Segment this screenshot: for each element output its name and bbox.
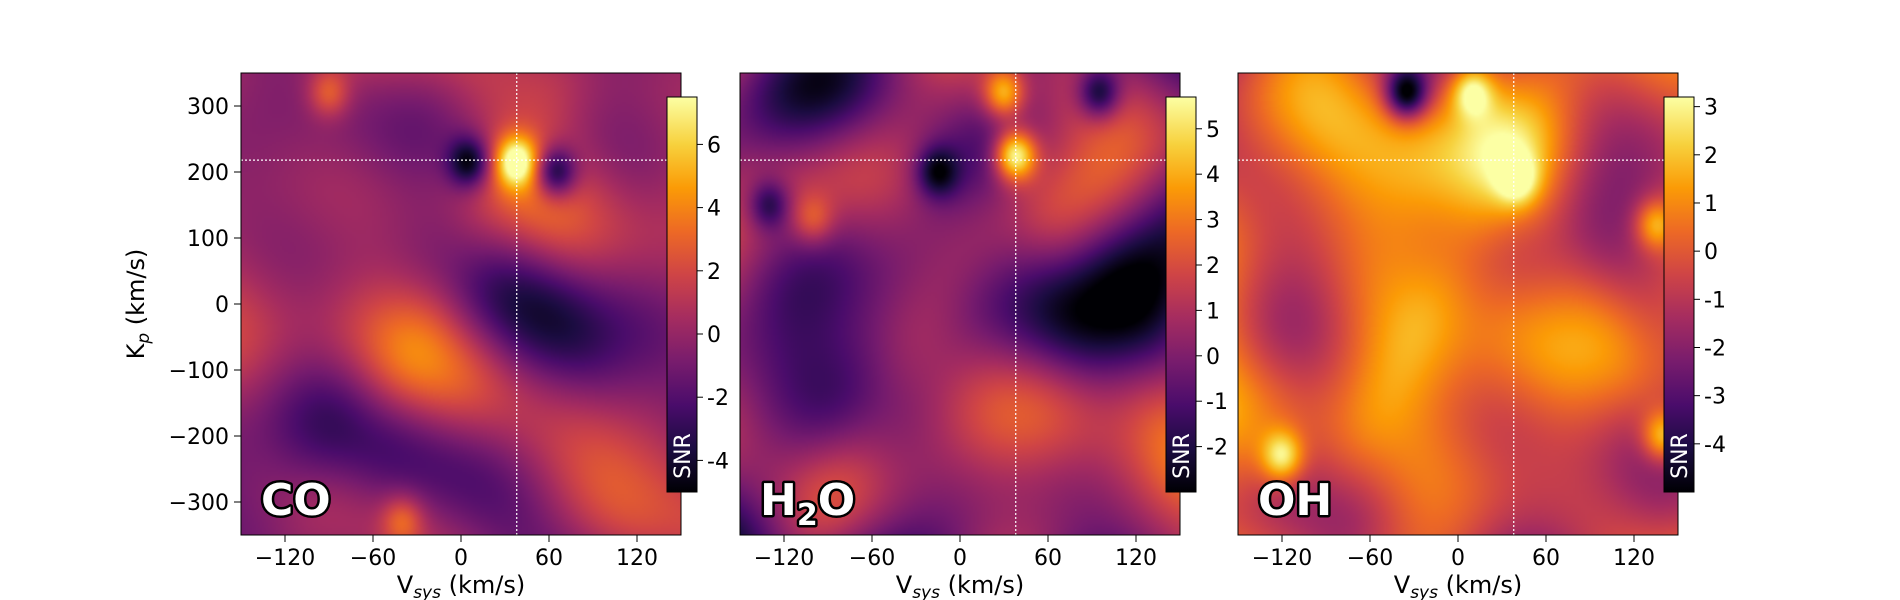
colorbar	[1165, 96, 1197, 493]
colorbar-tick-label: -4	[1704, 433, 1726, 458]
colorbar-tick-label: 4	[707, 197, 721, 222]
x-tick-label: −60	[1347, 546, 1393, 571]
x-axis-label-sub: sys	[1410, 583, 1438, 600]
x-tick-label: 120	[1115, 546, 1157, 571]
species-label-part: OH	[1258, 475, 1332, 526]
colorbar-tick-label: -2	[1206, 436, 1228, 461]
colorbar-tick-label: 0	[707, 323, 721, 348]
heatmap-image	[1238, 73, 1678, 535]
colorbar-tick-label: 4	[1206, 163, 1220, 188]
species-label: H2O	[760, 475, 855, 533]
heatmap-image	[740, 73, 1180, 535]
colorbar-tick-label: 2	[1704, 144, 1718, 169]
x-tick-label: −120	[754, 546, 814, 571]
x-axis-label: Vsys (km/s)	[397, 571, 525, 600]
x-tick-label: −120	[255, 546, 315, 571]
colorbar-tick-label: 0	[1206, 345, 1220, 370]
x-tick-label: 60	[535, 546, 563, 571]
y-tick-label: −300	[169, 491, 229, 516]
y-axis-label-sub: p	[134, 333, 154, 345]
x-axis-label: Vsys (km/s)	[896, 571, 1024, 600]
y-tick-label: 0	[215, 293, 229, 318]
species-label-part: CO	[261, 475, 331, 526]
heatmap-image	[241, 73, 681, 535]
x-tick-label: 60	[1034, 546, 1062, 571]
colorbar-tick-label: 2	[707, 260, 721, 285]
x-axis-label-main: V	[896, 571, 913, 599]
species-label: CO	[261, 475, 331, 526]
colorbar-tick-label: -1	[1206, 390, 1228, 415]
x-axis-label-sub: sys	[413, 583, 441, 600]
y-axis-label-main: K	[122, 342, 150, 359]
species-label-part: 2	[797, 498, 818, 533]
y-tick-label: 300	[187, 95, 229, 120]
colorbar-tick-label: -4	[707, 449, 729, 474]
species-label-part: O	[818, 475, 855, 526]
y-axis-label: Kp (km/s)	[122, 249, 154, 360]
colorbar-tick-label: 1	[1704, 192, 1718, 217]
y-tick-label: −200	[169, 425, 229, 450]
x-tick-label: −60	[350, 546, 396, 571]
colorbar	[1663, 96, 1695, 493]
colorbar-tick-label: -2	[707, 386, 729, 411]
x-axis-label-unit: (km/s)	[441, 571, 525, 599]
colorbar-tick-label: -1	[1704, 288, 1726, 313]
x-tick-label: 0	[1451, 546, 1465, 571]
x-axis-label-unit: (km/s)	[940, 571, 1024, 599]
colorbar-tick-label: -3	[1704, 385, 1726, 410]
species-label: OH	[1258, 475, 1332, 526]
y-tick-label: 200	[187, 161, 229, 186]
x-tick-label: 0	[454, 546, 468, 571]
x-axis-label: Vsys (km/s)	[1394, 571, 1522, 600]
colorbar-tick-label: 1	[1206, 299, 1220, 324]
y-tick-label: −100	[169, 359, 229, 384]
x-tick-label: 120	[1613, 546, 1655, 571]
x-tick-label: 0	[953, 546, 967, 571]
colorbar	[666, 96, 698, 493]
y-axis-label-unit: (km/s)	[122, 249, 150, 333]
x-tick-label: −60	[849, 546, 895, 571]
colorbar-tick-label: 5	[1206, 118, 1220, 143]
colorbar-label: SNR	[671, 433, 696, 479]
x-tick-label: 60	[1532, 546, 1560, 571]
colorbar-tick-label: 3	[1704, 96, 1718, 121]
x-axis-label-sub: sys	[912, 583, 940, 600]
colorbar-tick-label: 6	[707, 133, 721, 158]
colorbar-tick-label: 3	[1206, 209, 1220, 234]
x-tick-label: 120	[616, 546, 658, 571]
colorbar-label: SNR	[1668, 433, 1693, 479]
x-axis-label-unit: (km/s)	[1438, 571, 1522, 599]
colorbar-label: SNR	[1170, 433, 1195, 479]
x-tick-label: −120	[1252, 546, 1312, 571]
colorbar-tick-label: -2	[1704, 336, 1726, 361]
x-axis-label-main: V	[1394, 571, 1411, 599]
species-label-part: H	[760, 475, 797, 526]
panel-oh: −120 −60 0 60 120 Vsys (km/s) OH 3 2 1 0 -1 -2 -3 -4 SN…	[1237, 72, 1726, 600]
colorbar-tick-label: 0	[1704, 240, 1718, 265]
colorbar-tick-label: 2	[1206, 254, 1220, 279]
x-axis-label-main: V	[397, 571, 414, 599]
y-tick-label: 100	[187, 227, 229, 252]
